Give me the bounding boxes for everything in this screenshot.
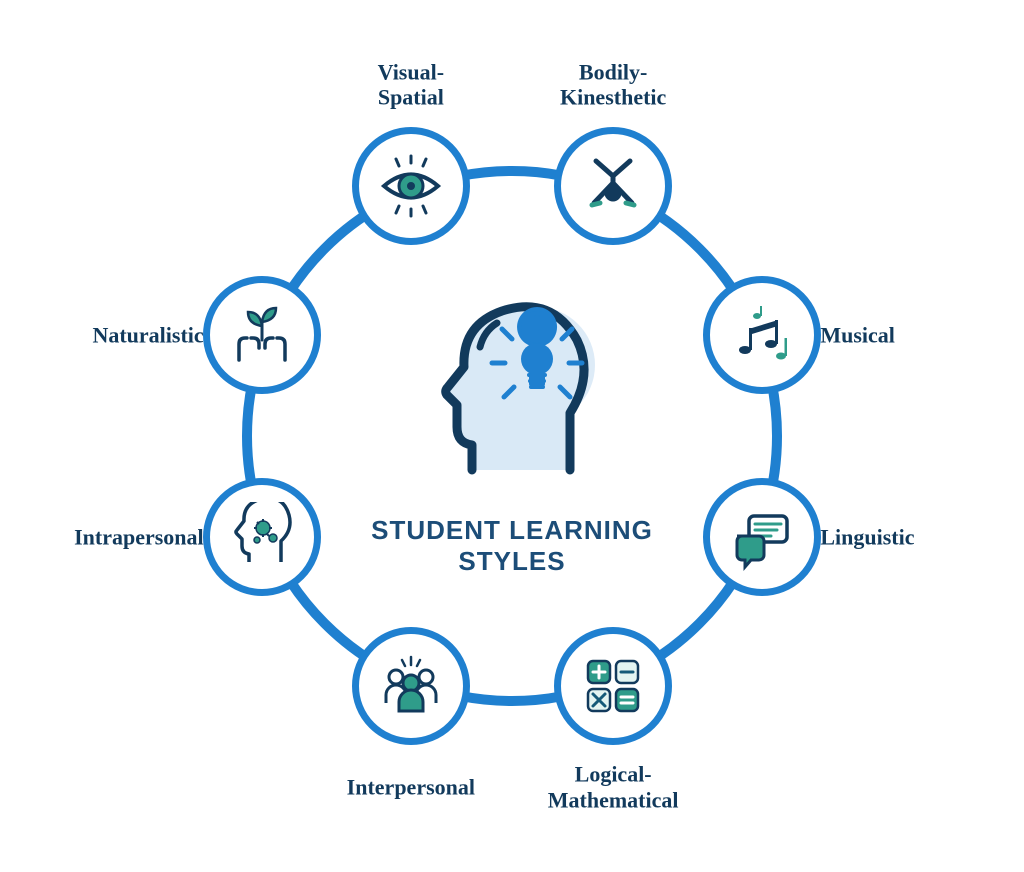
label-interpersonal: Interpersonal	[326, 775, 496, 800]
eye-icon	[376, 151, 446, 221]
speech-bubbles-icon	[727, 502, 797, 572]
label-visual-spatial: Visual- Spatial	[326, 59, 496, 110]
cartwheel-icon	[578, 151, 648, 221]
learning-styles-diagram: STUDENT LEARNING STYLES Visual- Spatial …	[112, 36, 912, 836]
node-bodily-kinesthetic	[554, 127, 672, 245]
music-notes-icon	[727, 300, 797, 370]
hands-plant-icon	[227, 300, 297, 370]
node-intrapersonal	[203, 478, 321, 596]
label-musical: Musical	[820, 322, 990, 347]
label-logical-mathematical: Logical- Mathematical	[528, 762, 698, 813]
node-musical	[703, 276, 821, 394]
label-linguistic: Linguistic	[820, 524, 990, 549]
label-bodily-kinesthetic: Bodily- Kinesthetic	[528, 59, 698, 110]
math-tiles-icon	[578, 651, 648, 721]
label-intrapersonal: Intrapersonal	[34, 524, 204, 549]
node-naturalistic	[203, 276, 321, 394]
node-interpersonal	[352, 627, 470, 745]
node-linguistic	[703, 478, 821, 596]
diagram-title: STUDENT LEARNING STYLES	[332, 515, 692, 577]
label-naturalistic: Naturalistic	[34, 322, 204, 347]
head-bulb-icon	[402, 295, 622, 505]
node-logical-mathematical	[554, 627, 672, 745]
group-icon	[376, 651, 446, 721]
center-panel: STUDENT LEARNING STYLES	[332, 295, 692, 577]
node-visual-spatial	[352, 127, 470, 245]
head-gear-icon	[227, 502, 297, 572]
